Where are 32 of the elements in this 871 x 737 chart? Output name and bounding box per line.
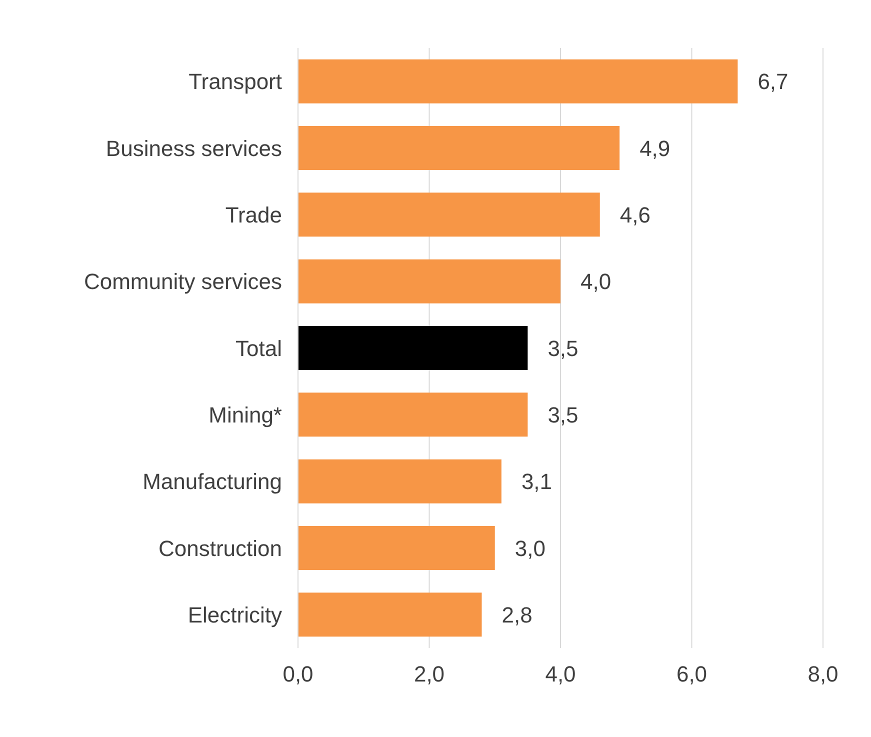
y-tick-label: Transport (188, 69, 282, 94)
bar (298, 59, 738, 104)
y-tick-label: Manufacturing (142, 469, 282, 494)
x-tick-label: 0,0 (282, 662, 314, 687)
x-tick-label: 2,0 (414, 662, 445, 687)
y-tick-label: Trade (225, 202, 282, 228)
data-label: 3,5 (548, 402, 578, 428)
y-tick-label: Total (236, 336, 282, 361)
bar (298, 326, 528, 370)
data-label: 3,0 (514, 536, 546, 561)
data-label: 6,7 (758, 69, 788, 94)
data-label: 2,8 (502, 602, 532, 628)
x-tick-label: 4,0 (545, 662, 576, 687)
bar (298, 259, 560, 304)
y-tick-label: Business services (106, 136, 282, 161)
bar (298, 392, 528, 437)
y-tick-label: Construction (158, 536, 282, 561)
bar (298, 192, 600, 237)
y-tick-label: Electricity (188, 602, 282, 628)
data-label: 4,9 (640, 136, 670, 161)
data-label: 4,6 (620, 202, 650, 228)
bar (298, 526, 495, 570)
bar (298, 592, 482, 637)
data-label: 3,5 (548, 336, 578, 361)
data-label: 4,0 (580, 269, 612, 294)
x-tick-label: 8,0 (808, 662, 838, 687)
bar (298, 459, 502, 504)
x-tick-label: 6,0 (676, 662, 708, 687)
y-tick-label: Mining* (208, 402, 282, 428)
bar (298, 126, 620, 170)
y-tick-label: Community services (84, 269, 282, 294)
data-label: 3,1 (521, 469, 552, 494)
